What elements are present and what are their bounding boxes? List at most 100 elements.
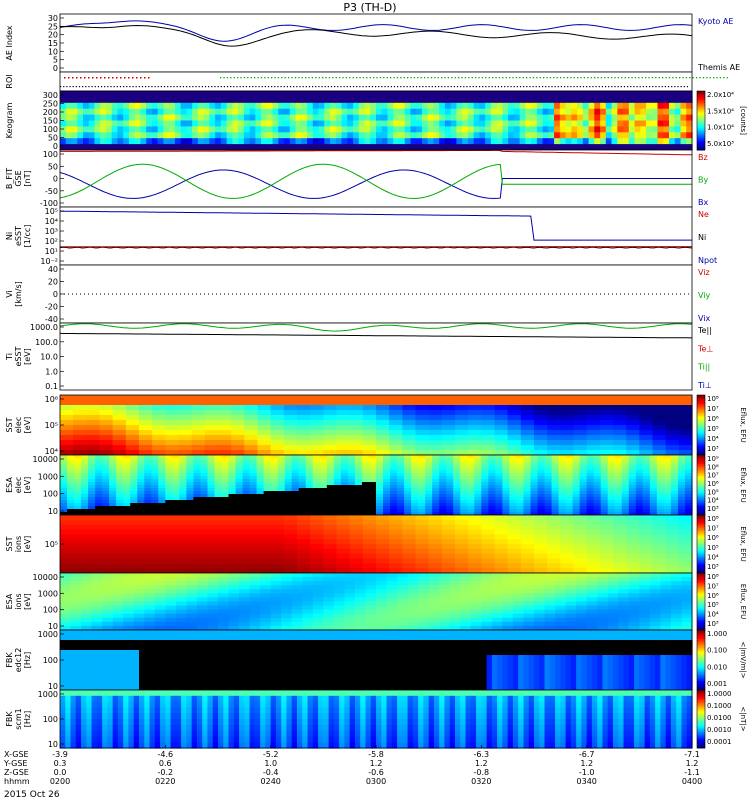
heatmap-cell [508,430,522,436]
roi-dot [230,86,231,87]
heatmap-cell [71,97,77,104]
heatmap-cell [376,435,390,441]
heatmap-cell [442,410,456,416]
heatmap-cell [165,525,179,530]
heatmap-cell [158,91,164,98]
heatmap-cell [502,115,508,122]
heatmap-cell [218,415,232,421]
roi-dot [329,77,330,78]
heatmap-cell [83,121,89,128]
roi-dot [208,86,209,87]
heatmap-cell [583,91,589,98]
heatmap-cell [429,515,443,520]
roi-dot [400,77,401,78]
y-tick-label: 10000 [33,455,58,464]
heatmap-cell [271,430,285,436]
heatmap-cell [307,121,313,128]
heatmap-cell [134,585,145,590]
heatmap-cell [152,97,158,104]
heatmap-cell [152,559,166,564]
heatmap-cell [462,121,468,128]
heatmap-cell [521,525,535,530]
heatmap-cell [179,563,193,568]
heatmap-cell [485,103,491,110]
heatmap-cell [73,400,87,406]
heatmap-cell [363,530,377,535]
heatmap-cell [284,430,298,436]
heatmap-cell [134,618,145,623]
heatmap-cell [574,445,588,451]
heatmap-cell [94,115,100,122]
heatmap-cell [186,97,192,104]
heatmap-cell [548,138,554,145]
heatmap-cell [126,534,140,539]
heatmap-cell [359,126,365,132]
heatmap-cell [587,563,601,568]
heatmap-cell [324,121,330,128]
heatmap-cell [681,126,687,132]
heatmap-cell [100,121,106,128]
heatmap-cell [284,549,298,554]
roi-dot [706,77,707,78]
heatmap-cell [152,539,166,544]
heatmap-cell [181,132,187,139]
heatmap-cell [169,97,175,104]
heatmap-cell [613,539,627,544]
heatmap-cell [232,132,238,139]
heatmap-cell [399,97,405,104]
heatmap-cell [126,544,140,549]
roi-dot [96,77,98,79]
roi-dot [220,77,221,78]
heatmap-cell [629,138,635,145]
heatmap-cell [323,539,337,544]
heatmap-cell [73,410,87,416]
heatmap-cell [681,109,687,116]
heatmap-cell [468,126,474,132]
heatmap-cell [629,91,635,98]
heatmap-cell [337,549,351,554]
heatmap-cell [100,520,114,525]
heatmap-cell [534,534,548,539]
heatmap-cell [106,97,112,104]
heatmap-cell [100,445,114,451]
roi-dot [205,86,206,87]
heatmap-cell [231,515,245,520]
heatmap-cell [428,103,434,110]
heatmap-cell [336,115,342,122]
y-tick-label: 100 [43,150,58,159]
heatmap-cell [666,405,680,411]
heatmap-cell [112,126,118,132]
heatmap-cell [113,618,124,623]
heatmap-cell [86,530,100,535]
heatmap-cell [376,420,390,426]
y-axis-label: [eV] [23,536,32,553]
heatmap-cell [376,563,390,568]
heatmap-cell [218,577,229,582]
heatmap-cell [359,103,365,110]
heatmap-cell [100,410,114,416]
heatmap-cell [205,525,219,530]
heatmap-cell [479,103,485,110]
heatmap-cell [83,103,89,110]
roi-dot [621,86,622,87]
roi-dot [247,77,248,78]
heatmap-cell [653,515,667,520]
heatmap-cell [192,415,206,421]
heatmap-cell [73,415,87,421]
roi-dot [410,86,411,87]
heatmap-cell [574,544,588,549]
roi-dot [237,77,238,78]
heatmap-cell [455,554,469,559]
roi-dot [227,77,228,78]
heatmap-cell [250,97,256,104]
heatmap-cell [205,440,219,446]
heatmap-cell [297,549,311,554]
heatmap-cell [113,515,127,520]
heatmap-cell [502,126,508,132]
heatmap-cell [502,121,508,128]
heatmap-cell [100,138,106,145]
heatmap-cell [495,395,509,401]
